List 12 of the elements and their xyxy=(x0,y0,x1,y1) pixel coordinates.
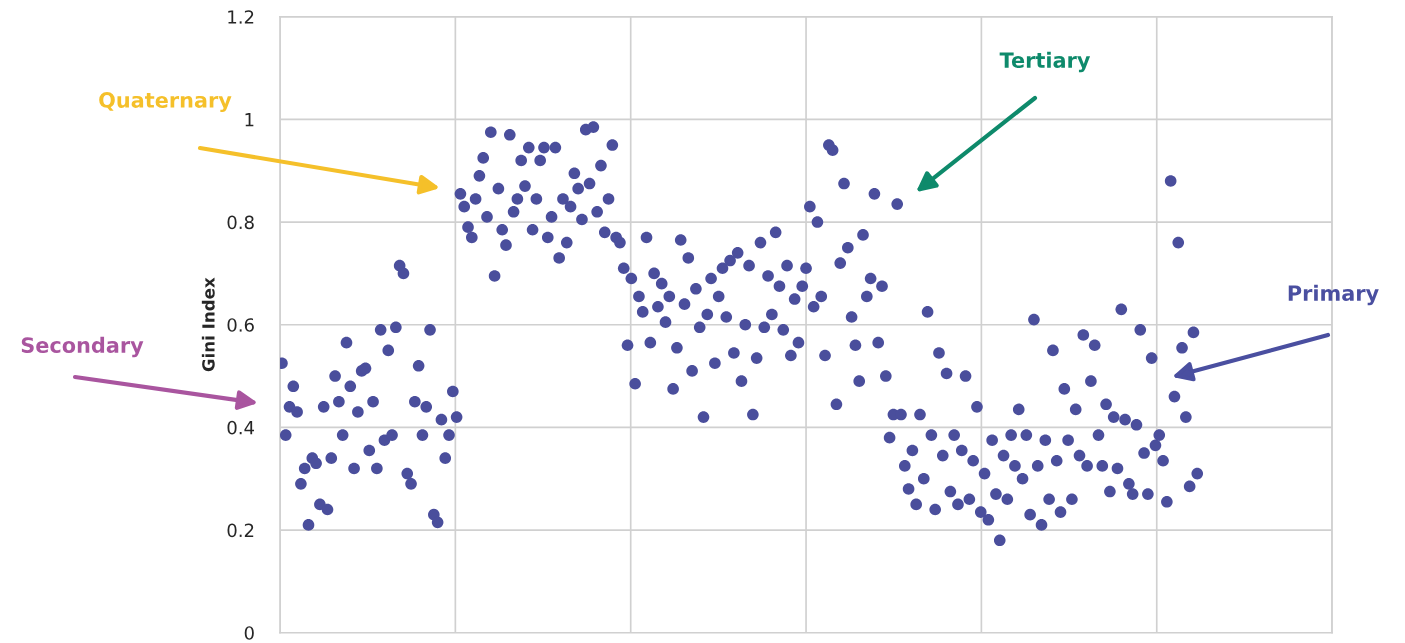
y-tick-label: 0 xyxy=(244,626,254,640)
y-tick-label: 0.6 xyxy=(227,318,254,332)
y-tick-label: 1 xyxy=(245,113,254,127)
text: Secondary xyxy=(21,336,144,358)
y-tick-label: 0.8 xyxy=(227,215,254,230)
y-tick-label: 0.2 xyxy=(227,523,254,538)
annotation: Primary xyxy=(1288,284,1379,306)
y-tick-label: 0.4 xyxy=(227,420,254,435)
text: Quaternary xyxy=(99,92,232,113)
annotation: Tertiary xyxy=(999,51,1091,73)
y-tick-label: 1.2 xyxy=(228,10,254,24)
y-axis-title: Gini Index xyxy=(201,277,215,372)
